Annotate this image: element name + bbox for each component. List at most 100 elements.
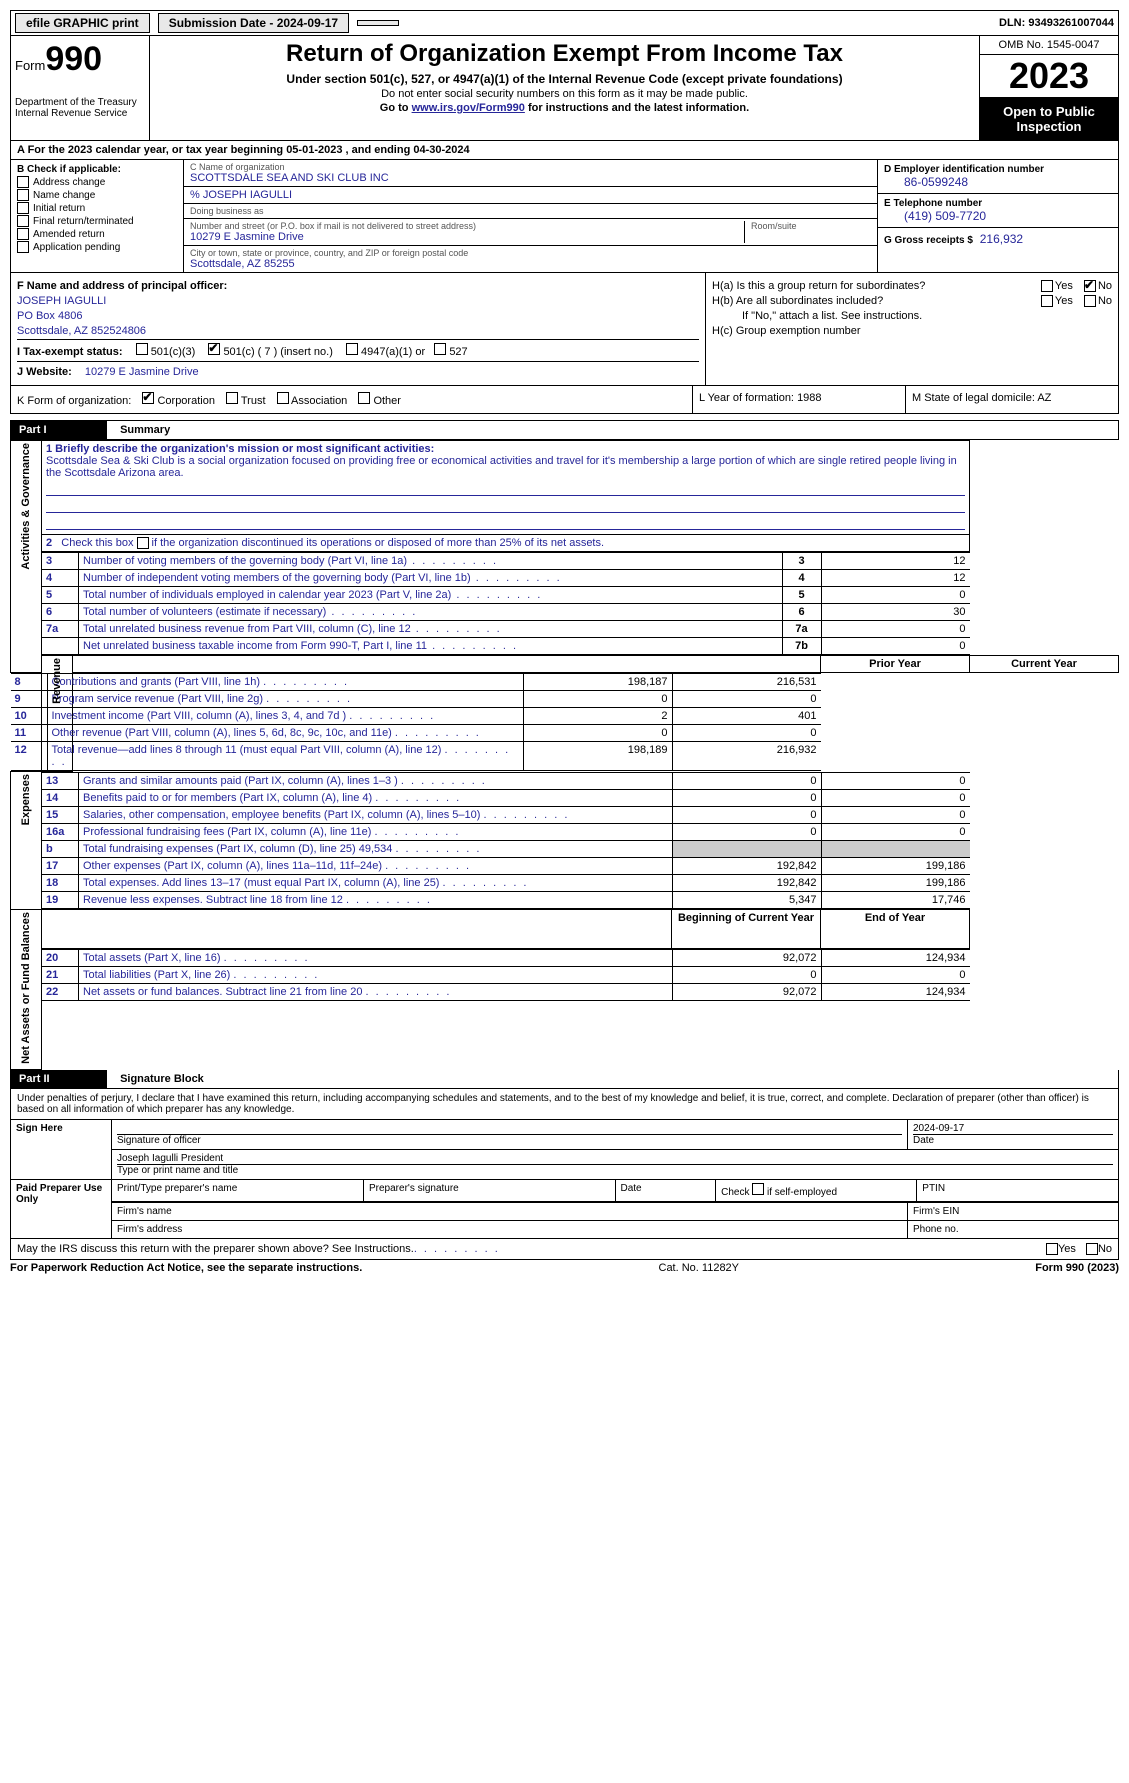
discuss-no-label: No bbox=[1098, 1243, 1112, 1255]
chk-501c[interactable] bbox=[208, 343, 220, 355]
efile-print-button[interactable]: efile GRAPHIC print bbox=[15, 13, 150, 33]
opt-corporation: Corporation bbox=[157, 395, 214, 407]
part1-header: Part I Summary bbox=[10, 420, 1119, 440]
discuss-yes[interactable] bbox=[1046, 1243, 1058, 1255]
prep-name-label: Print/Type preparer's name bbox=[112, 1180, 364, 1202]
omb-number: OMB No. 1545-0047 bbox=[980, 36, 1118, 55]
dba-label: Doing business as bbox=[190, 206, 871, 216]
discuss-row: May the IRS discuss this return with the… bbox=[10, 1239, 1119, 1260]
officer-addr2: Scottsdale, AZ 852524806 bbox=[17, 325, 699, 340]
firm-addr-label: Firm's address bbox=[112, 1220, 908, 1238]
table-row: bTotal fundraising expenses (Part IX, co… bbox=[42, 841, 970, 858]
city-label: City or town, state or province, country… bbox=[190, 248, 871, 258]
hb-yes[interactable] bbox=[1041, 295, 1053, 307]
chk-trust[interactable] bbox=[226, 392, 238, 404]
opt-other: Other bbox=[373, 395, 401, 407]
chk-4947[interactable] bbox=[346, 343, 358, 355]
tax-year: 2023 bbox=[980, 55, 1118, 98]
website-value: 10279 E Jasmine Drive bbox=[85, 366, 199, 378]
form-footer: Form 990 (2023) bbox=[1035, 1262, 1119, 1274]
part2-title: Signature Block bbox=[110, 1073, 204, 1085]
mission-line-3 bbox=[46, 515, 965, 530]
line-a-tax-year: A For the 2023 calendar year, or tax yea… bbox=[10, 140, 1119, 160]
form-subtitle-2: Do not enter social security numbers on … bbox=[158, 88, 971, 100]
summary-table: Activities & Governance 1 Briefly descri… bbox=[10, 440, 1119, 1070]
chk-527[interactable] bbox=[434, 343, 446, 355]
hb-no[interactable] bbox=[1084, 295, 1096, 307]
table-row: 9Program service revenue (Part VIII, lin… bbox=[11, 691, 821, 708]
section-klm: K Form of organization: Corporation Trus… bbox=[10, 386, 1119, 414]
chk-association[interactable] bbox=[277, 392, 289, 404]
submission-date-button[interactable]: Submission Date - 2024-09-17 bbox=[158, 13, 349, 33]
chk-name-change-label: Name change bbox=[33, 190, 95, 201]
part1-num: Part I bbox=[11, 421, 107, 439]
mission-label: 1 Briefly describe the organization's mi… bbox=[46, 443, 434, 455]
line-i-label: I Tax-exempt status: bbox=[17, 346, 123, 358]
footer-last: For Paperwork Reduction Act Notice, see … bbox=[10, 1260, 1119, 1276]
irs-link[interactable]: www.irs.gov/Form990 bbox=[412, 102, 525, 114]
hdr-current-year: Current Year bbox=[970, 656, 1119, 673]
blank-button[interactable] bbox=[357, 20, 399, 26]
header-right: OMB No. 1545-0047 2023 Open to Public In… bbox=[979, 36, 1118, 140]
signature-declaration: Under penalties of perjury, I declare th… bbox=[10, 1089, 1119, 1119]
department-label: Department of the Treasury Internal Reve… bbox=[15, 97, 145, 119]
officer-name: JOSEPH IAGULLI bbox=[17, 295, 699, 307]
box-c: C Name of organization SCOTTSDALE SEA AN… bbox=[184, 160, 877, 272]
sig-officer-label: Signature of officer bbox=[117, 1135, 902, 1146]
mission-text: Scottsdale Sea & Ski Club is a social or… bbox=[46, 455, 965, 479]
phone-value: (419) 509-7720 bbox=[884, 209, 1112, 223]
dln-label: DLN: 93493261007044 bbox=[999, 17, 1114, 29]
chk-other[interactable] bbox=[358, 392, 370, 404]
table-row: 6Total number of volunteers (estimate if… bbox=[42, 604, 970, 621]
table-row: 7aTotal unrelated business revenue from … bbox=[42, 621, 970, 638]
gross-value: 216,932 bbox=[976, 232, 1023, 246]
firm-ein-label: Firm's EIN bbox=[908, 1202, 1119, 1220]
side-revenue: Revenue bbox=[51, 658, 63, 704]
firm-phone-label: Phone no. bbox=[908, 1220, 1119, 1238]
signature-table: Sign Here Signature of officer 2024-09-1… bbox=[10, 1119, 1119, 1239]
ha-label: H(a) Is this a group return for subordin… bbox=[712, 280, 925, 292]
chk-discontinued[interactable] bbox=[137, 537, 149, 549]
gov-rows: 3Number of voting members of the governi… bbox=[42, 552, 970, 655]
gross-label: G Gross receipts $ bbox=[884, 235, 973, 246]
cat-no: Cat. No. 11282Y bbox=[362, 1262, 1035, 1274]
org-name-label: C Name of organization bbox=[190, 162, 871, 172]
part2-header: Part II Signature Block bbox=[10, 1070, 1119, 1089]
officer-print-name: Joseph Iagulli President bbox=[117, 1153, 1113, 1165]
city-value: Scottsdale, AZ 85255 bbox=[190, 258, 871, 270]
section-fhij: F Name and address of principal officer:… bbox=[10, 273, 1119, 386]
chk-name-change[interactable] bbox=[17, 189, 29, 201]
fij-left: F Name and address of principal officer:… bbox=[11, 273, 705, 385]
table-row: 15Salaries, other compensation, employee… bbox=[42, 807, 970, 824]
ha-yes[interactable] bbox=[1041, 280, 1053, 292]
org-name: SCOTTSDALE SEA AND SKI CLUB INC bbox=[190, 172, 871, 184]
table-row: 18Total expenses. Add lines 13–17 (must … bbox=[42, 875, 970, 892]
net-rows: 20Total assets (Part X, line 16) 92,0721… bbox=[42, 949, 970, 1001]
officer-print-label: Type or print name and title bbox=[117, 1165, 1113, 1176]
opt-4947: 4947(a)(1) or bbox=[361, 346, 425, 358]
ha-no[interactable] bbox=[1084, 280, 1096, 292]
ein-value: 86-0599248 bbox=[884, 175, 1112, 189]
chk-initial-return[interactable] bbox=[17, 202, 29, 214]
chk-501c3[interactable] bbox=[136, 343, 148, 355]
chk-corporation[interactable] bbox=[142, 392, 154, 404]
table-row: 4Number of independent voting members of… bbox=[42, 570, 970, 587]
chk-address-change[interactable] bbox=[17, 176, 29, 188]
exp-rows: 13Grants and similar amounts paid (Part … bbox=[42, 772, 970, 909]
line-j-label: J Website: bbox=[17, 366, 72, 378]
form-title: Return of Organization Exempt From Incom… bbox=[158, 40, 971, 68]
part2-num: Part II bbox=[11, 1070, 107, 1088]
chk-amended-return[interactable] bbox=[17, 228, 29, 240]
hdr-prior-year: Prior Year bbox=[821, 656, 970, 673]
open-public-badge: Open to Public Inspection bbox=[980, 98, 1118, 140]
chk-application-pending[interactable] bbox=[17, 241, 29, 253]
street-value: 10279 E Jasmine Drive bbox=[190, 231, 738, 243]
ha-yes-label: Yes bbox=[1055, 280, 1073, 292]
discuss-no[interactable] bbox=[1086, 1243, 1098, 1255]
table-row: Net unrelated business taxable income fr… bbox=[42, 638, 970, 655]
table-row: 10Investment income (Part VIII, column (… bbox=[11, 708, 821, 725]
line-k-label: K Form of organization: bbox=[17, 395, 131, 407]
chk-self-employed[interactable] bbox=[752, 1183, 764, 1195]
ein-label: D Employer identification number bbox=[884, 164, 1112, 175]
chk-final-return[interactable] bbox=[17, 215, 29, 227]
